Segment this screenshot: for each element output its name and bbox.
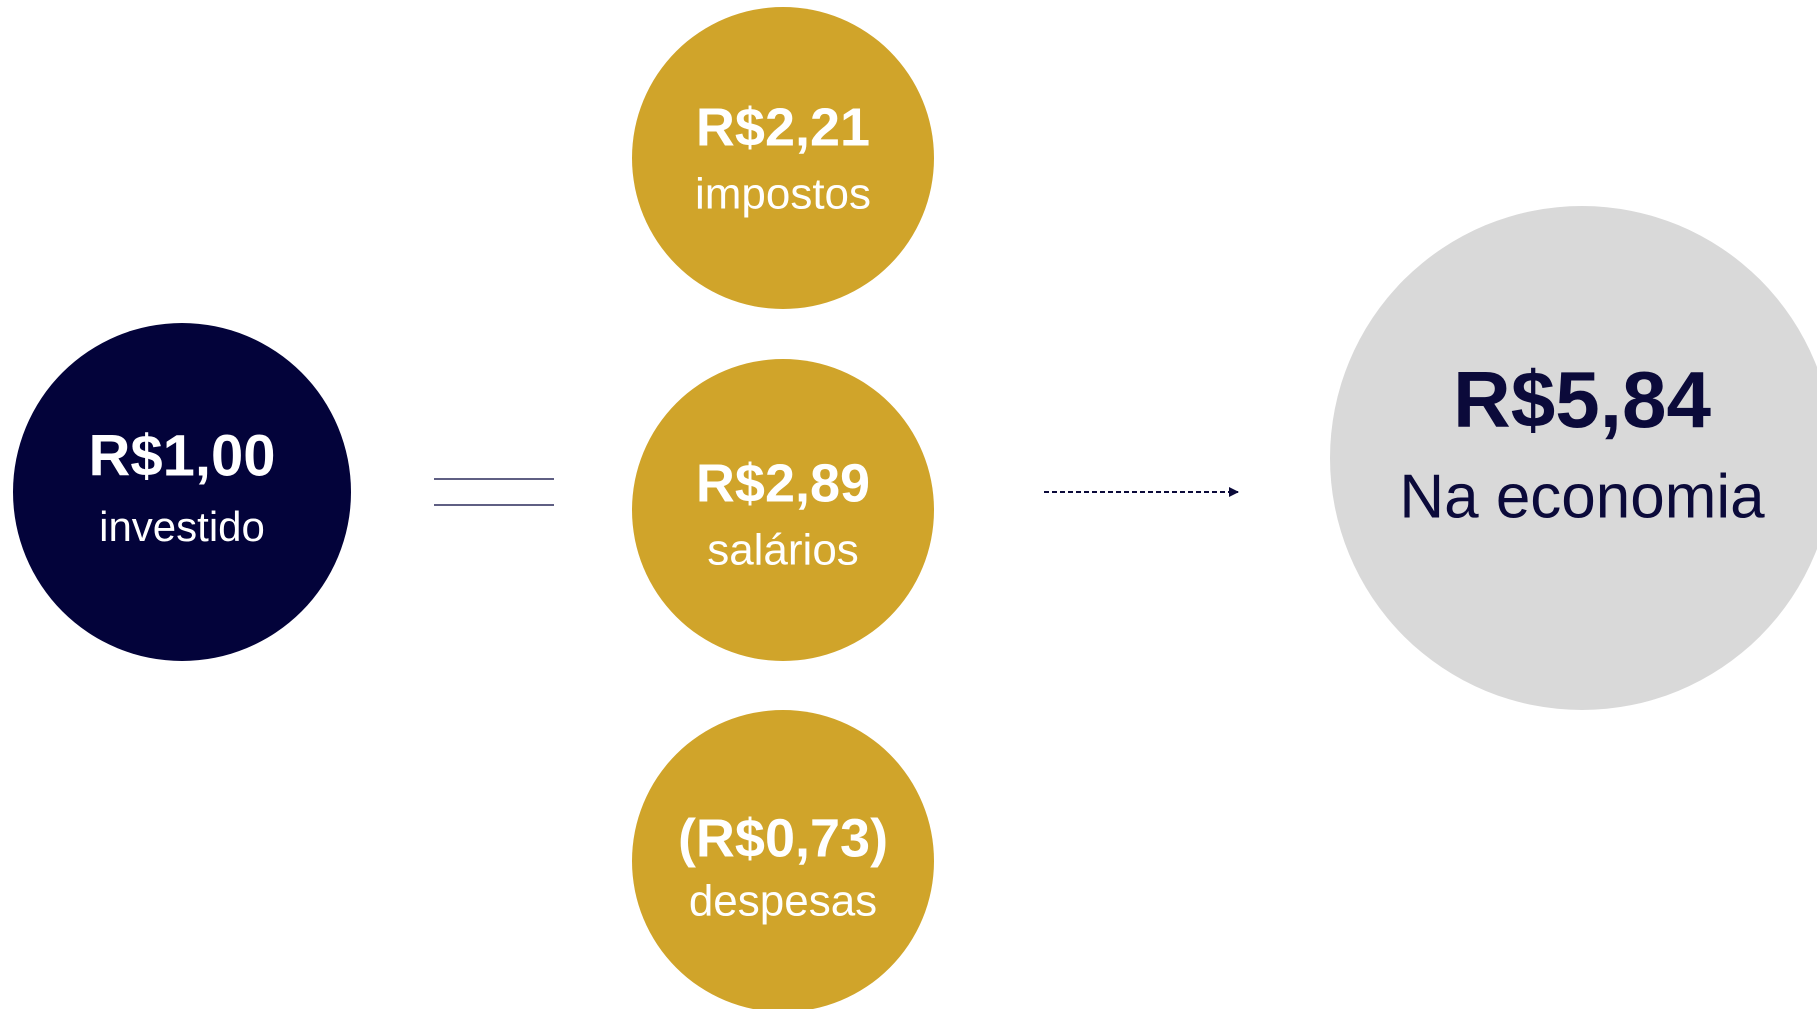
result-label: Na economia (1399, 462, 1765, 531)
component-value: R$2,89 (696, 453, 870, 513)
investment-value: R$1,00 (88, 423, 275, 488)
component-node: R$2,21 impostos (632, 7, 934, 309)
component-circle (632, 7, 934, 309)
component-label: despesas (689, 877, 877, 926)
equals-sign (434, 478, 554, 506)
component-label: impostos (695, 170, 871, 219)
component-label: salários (707, 526, 859, 575)
result-value: R$5,84 (1453, 355, 1711, 444)
investment-node: R$1,00 investido (13, 323, 351, 661)
result-node: R$5,84 Na economia (1330, 206, 1817, 710)
component-value: (R$0,73) (678, 808, 888, 868)
investment-label: investido (99, 503, 265, 550)
component-node: R$2,89 salários (632, 359, 934, 661)
component-node: (R$0,73) despesas (632, 710, 934, 1009)
component-circle (632, 710, 934, 1009)
component-value: R$2,21 (696, 97, 870, 157)
result-circle (1330, 206, 1817, 710)
investment-circle (13, 323, 351, 661)
component-circle (632, 359, 934, 661)
